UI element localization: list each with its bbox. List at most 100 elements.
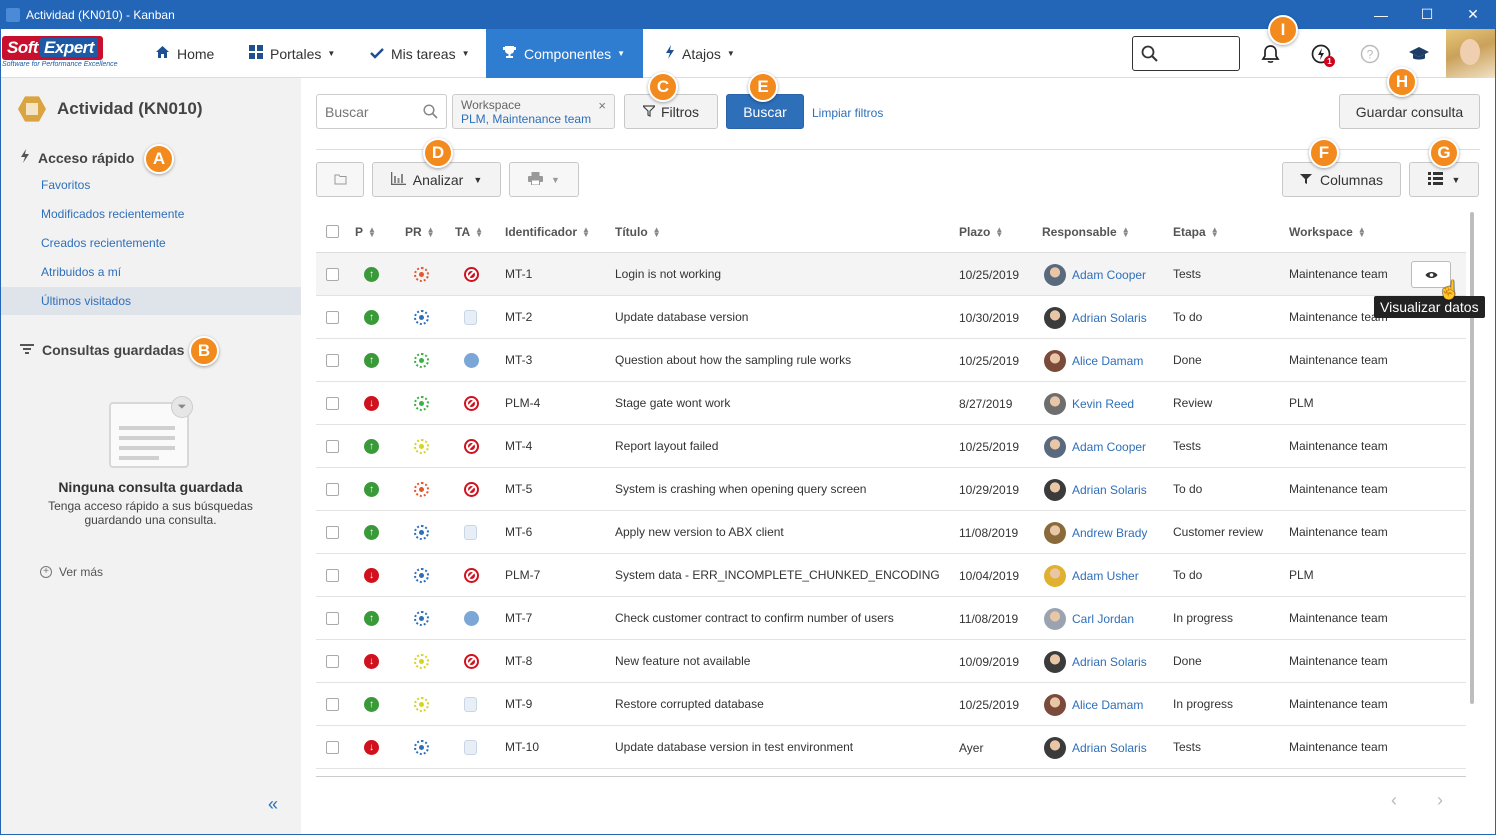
sort-icon: ▲ ▼ xyxy=(1210,225,1219,239)
empty-queries-illustration: ⏷ xyxy=(109,396,193,470)
table-row[interactable]: ↓ PLM-4 Stage gate wont work 8/27/2019 Kevin… xyxy=(316,382,1466,425)
col-header-ta[interactable]: TA ▲ ▼ xyxy=(455,225,483,239)
table-row[interactable]: ↓ MT-10 Update database version in test en… xyxy=(316,726,1466,769)
table-row[interactable]: ↑ MT-3 Question about how the sampling rul… xyxy=(316,339,1466,382)
workspace-filter-chip[interactable]: Workspace PLM, Maintenance team × xyxy=(452,94,615,129)
prev-page-button[interactable]: ‹ xyxy=(1391,790,1397,810)
sidebar-item-atribuidos[interactable]: Atribuidos a mí xyxy=(41,265,122,279)
document-icon xyxy=(464,740,477,755)
sidebar-item-favoritos[interactable]: Favoritos xyxy=(41,178,91,192)
row-responsible-link[interactable]: Adrian Solaris xyxy=(1072,741,1147,755)
col-header-responsable[interactable]: Responsable ▲ ▼ xyxy=(1042,225,1130,239)
avatar xyxy=(1044,651,1066,673)
avatar xyxy=(1044,565,1066,587)
row-checkbox[interactable] xyxy=(326,526,339,539)
sidebar-item-ultimos-visitados[interactable]: Últimos visitados xyxy=(0,287,301,315)
table-row[interactable]: ↑ MT-5 System is crashing when opening que… xyxy=(316,468,1466,511)
col-header-identificador[interactable]: Identificador ▲ ▼ xyxy=(505,225,590,239)
user-avatar[interactable] xyxy=(1446,29,1496,78)
sidebar-item-creados[interactable]: Creados recientemente xyxy=(41,236,166,250)
row-checkbox[interactable] xyxy=(326,397,339,410)
print-button[interactable]: ▼ xyxy=(509,162,579,197)
printer-icon xyxy=(528,171,544,188)
row-responsible-link[interactable]: Andrew Brady xyxy=(1072,526,1148,540)
table-row[interactable]: ↑ MT-2 Update database version 10/30/2019 Ad… xyxy=(316,296,1466,339)
sidebar-item-modificados[interactable]: Modificados recientemente xyxy=(41,207,185,221)
search-input[interactable] xyxy=(325,104,425,120)
row-responsible-link[interactable]: Adam Cooper xyxy=(1072,440,1147,454)
row-responsible-link[interactable]: Adam Usher xyxy=(1072,569,1139,583)
search-field[interactable] xyxy=(316,94,447,129)
table-row[interactable]: ↑ MT-1 Login is not working 10/25/2019 Adam … xyxy=(316,253,1466,296)
table-row[interactable]: ↑ MT-4 Report layout failed 10/25/2019 Adam … xyxy=(316,425,1466,468)
softexpert-logo[interactable]: Soft Expert Software for Performance Exce… xyxy=(2,36,132,76)
help-icon[interactable]: ? xyxy=(1358,42,1382,66)
close-button[interactable]: ✕ xyxy=(1467,6,1479,22)
sidebar-header: Actividad (KN010) xyxy=(18,95,202,123)
row-checkbox[interactable] xyxy=(326,483,339,496)
row-checkbox[interactable] xyxy=(326,354,339,367)
col-header-titulo[interactable]: Título ▲ ▼ xyxy=(615,225,661,239)
row-responsible-link[interactable]: Alice Damam xyxy=(1072,354,1144,368)
table-row[interactable]: ↑ MT-7 Check customer contract to confirm … xyxy=(316,597,1466,640)
minimize-button[interactable]: — xyxy=(1374,6,1388,23)
col-stage-label: Etapa xyxy=(1173,225,1206,239)
filter-icon: ⏷ xyxy=(171,396,193,418)
row-responsible-link[interactable]: Kevin Reed xyxy=(1072,397,1135,411)
row-checkbox[interactable] xyxy=(326,268,339,281)
chip-key: Workspace xyxy=(461,98,521,112)
nav-atajos[interactable]: Atajos ▼ xyxy=(665,29,735,78)
col-header-plazo[interactable]: Plazo ▲ ▼ xyxy=(959,225,1003,239)
row-checkbox[interactable] xyxy=(326,655,339,668)
bell-icon[interactable] xyxy=(1258,42,1282,66)
nav-portales[interactable]: Portales ▼ xyxy=(249,29,335,78)
filters-button[interactable]: Filtros xyxy=(624,94,718,129)
callout-marker-f: F xyxy=(1309,138,1339,168)
row-due-date: Ayer xyxy=(959,741,984,755)
row-checkbox[interactable] xyxy=(326,569,339,582)
columns-button[interactable]: Columnas xyxy=(1282,162,1401,197)
row-title: New feature not available xyxy=(615,654,751,668)
select-all-checkbox[interactable] xyxy=(326,225,339,238)
save-query-label: Guardar consulta xyxy=(1355,103,1464,120)
save-query-button[interactable]: Guardar consulta xyxy=(1339,94,1480,129)
row-checkbox[interactable] xyxy=(326,741,339,754)
row-responsible-link[interactable]: Adam Cooper xyxy=(1072,268,1147,282)
nav-mis-tareas[interactable]: Mis tareas ▼ xyxy=(370,29,470,78)
row-responsible-link[interactable]: Adrian Solaris xyxy=(1072,655,1147,669)
chip-remove-icon[interactable]: × xyxy=(598,98,606,113)
graduation-cap-icon[interactable] xyxy=(1407,42,1431,66)
row-checkbox[interactable] xyxy=(326,311,339,324)
see-more-link[interactable]: + Ver más xyxy=(40,565,103,579)
row-title: Check customer contract to confirm numbe… xyxy=(615,611,894,625)
view-mode-button[interactable]: ▼ xyxy=(1409,162,1479,197)
collapse-sidebar-button[interactable]: « xyxy=(268,794,279,814)
row-checkbox[interactable] xyxy=(326,698,339,711)
maximize-button[interactable]: ☐ xyxy=(1420,6,1434,22)
folder-button[interactable] xyxy=(316,162,364,197)
col-header-p[interactable]: P ▲ ▼ xyxy=(355,225,376,239)
clear-filters-link[interactable]: Limpiar filtros xyxy=(812,106,884,120)
chevron-down-icon: ▼ xyxy=(327,49,336,58)
global-search-input[interactable] xyxy=(1132,36,1240,71)
table-row[interactable]: ↓ PLM-7 System data - ERR_INCOMPLETE_CHUNK… xyxy=(316,554,1466,597)
row-responsible-link[interactable]: Adrian Solaris xyxy=(1072,483,1147,497)
view-data-button[interactable] xyxy=(1411,261,1451,288)
row-checkbox[interactable] xyxy=(326,612,339,625)
window-titlebar: Actividad (KN010) - Kanban — ☐ ✕ xyxy=(0,0,1496,29)
row-responsible-link[interactable]: Carl Jordan xyxy=(1072,612,1135,626)
table-row[interactable]: ↑ MT-6 Apply new version to ABX client 11/0… xyxy=(316,511,1466,554)
next-page-button[interactable]: › xyxy=(1437,790,1443,810)
row-responsible-link[interactable]: Adrian Solaris xyxy=(1072,311,1147,325)
row-responsible-link[interactable]: Alice Damam xyxy=(1072,698,1144,712)
col-header-pr[interactable]: PR ▲ ▼ xyxy=(405,225,435,239)
table-row[interactable]: ↑ MT-9 Restore corrupted database 10/25/201… xyxy=(316,683,1466,726)
nav-home[interactable]: Home xyxy=(155,29,214,78)
table-row[interactable]: ↓ MT-8 New feature not available 10/09/2019… xyxy=(316,640,1466,683)
row-checkbox[interactable] xyxy=(326,440,339,453)
activity-icon[interactable]: 1 xyxy=(1309,42,1335,67)
nav-componentes[interactable]: Componentes ▼ xyxy=(486,29,643,78)
table-scrollbar[interactable] xyxy=(1470,212,1474,704)
col-header-etapa[interactable]: Etapa ▲ ▼ xyxy=(1173,225,1219,239)
col-header-workspace[interactable]: Workspace ▲ ▼ xyxy=(1289,225,1366,239)
